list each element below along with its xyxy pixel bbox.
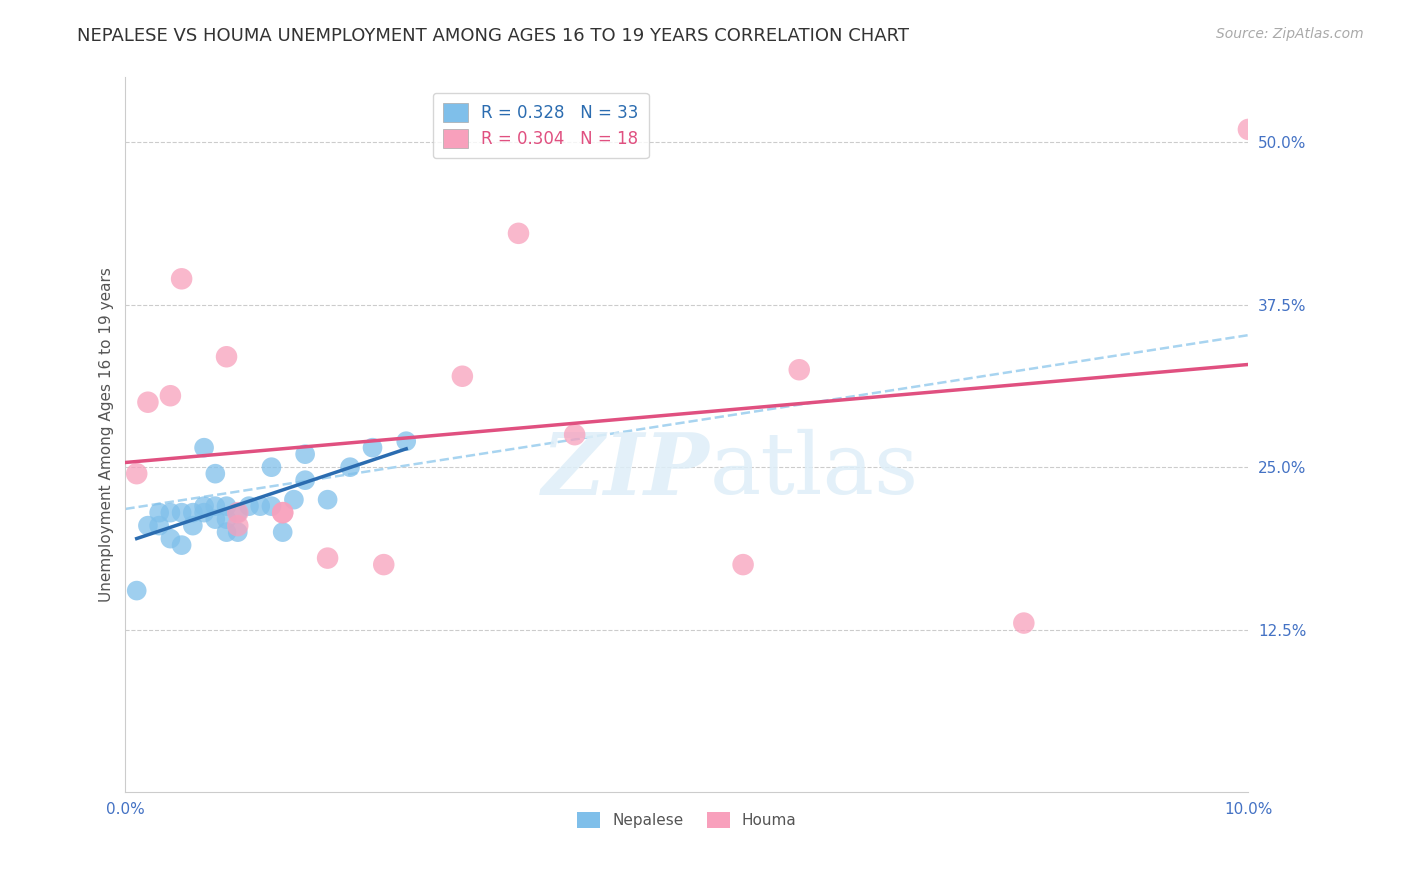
Point bbox=[361, 441, 384, 455]
Point bbox=[787, 363, 810, 377]
Point bbox=[125, 583, 148, 598]
Point bbox=[226, 518, 249, 533]
Legend: Nepalese, Houma: Nepalese, Houma bbox=[571, 806, 803, 834]
Point bbox=[238, 499, 260, 513]
Point bbox=[1237, 122, 1260, 136]
Point bbox=[226, 506, 249, 520]
Point bbox=[170, 538, 193, 552]
Point bbox=[159, 506, 181, 520]
Point bbox=[451, 369, 474, 384]
Point bbox=[294, 473, 316, 487]
Point bbox=[125, 467, 148, 481]
Point bbox=[204, 499, 226, 513]
Point bbox=[316, 492, 339, 507]
Point bbox=[316, 551, 339, 566]
Point bbox=[249, 499, 271, 513]
Point bbox=[170, 272, 193, 286]
Point bbox=[283, 492, 305, 507]
Point bbox=[260, 499, 283, 513]
Text: NEPALESE VS HOUMA UNEMPLOYMENT AMONG AGES 16 TO 19 YEARS CORRELATION CHART: NEPALESE VS HOUMA UNEMPLOYMENT AMONG AGE… bbox=[77, 27, 910, 45]
Point bbox=[1012, 616, 1035, 631]
Point bbox=[373, 558, 395, 572]
Point bbox=[271, 506, 294, 520]
Point bbox=[181, 518, 204, 533]
Point bbox=[159, 389, 181, 403]
Point bbox=[395, 434, 418, 449]
Point bbox=[136, 395, 159, 409]
Point bbox=[215, 350, 238, 364]
Point bbox=[136, 518, 159, 533]
Text: atlas: atlas bbox=[710, 429, 918, 512]
Point bbox=[564, 427, 586, 442]
Point bbox=[193, 441, 215, 455]
Point bbox=[215, 499, 238, 513]
Point bbox=[294, 447, 316, 461]
Point bbox=[159, 532, 181, 546]
Point bbox=[215, 512, 238, 526]
Point bbox=[271, 506, 294, 520]
Point bbox=[226, 525, 249, 540]
Point bbox=[733, 558, 755, 572]
Point bbox=[260, 460, 283, 475]
Point bbox=[271, 525, 294, 540]
Point bbox=[339, 460, 361, 475]
Point bbox=[215, 525, 238, 540]
Point bbox=[193, 506, 215, 520]
Point bbox=[170, 506, 193, 520]
Point bbox=[204, 467, 226, 481]
Y-axis label: Unemployment Among Ages 16 to 19 years: Unemployment Among Ages 16 to 19 years bbox=[100, 268, 114, 602]
Point bbox=[181, 506, 204, 520]
Point bbox=[226, 506, 249, 520]
Point bbox=[148, 518, 170, 533]
Text: Source: ZipAtlas.com: Source: ZipAtlas.com bbox=[1216, 27, 1364, 41]
Point bbox=[204, 512, 226, 526]
Point bbox=[148, 506, 170, 520]
Point bbox=[508, 227, 530, 241]
Text: ZIP: ZIP bbox=[541, 429, 710, 512]
Point bbox=[193, 499, 215, 513]
